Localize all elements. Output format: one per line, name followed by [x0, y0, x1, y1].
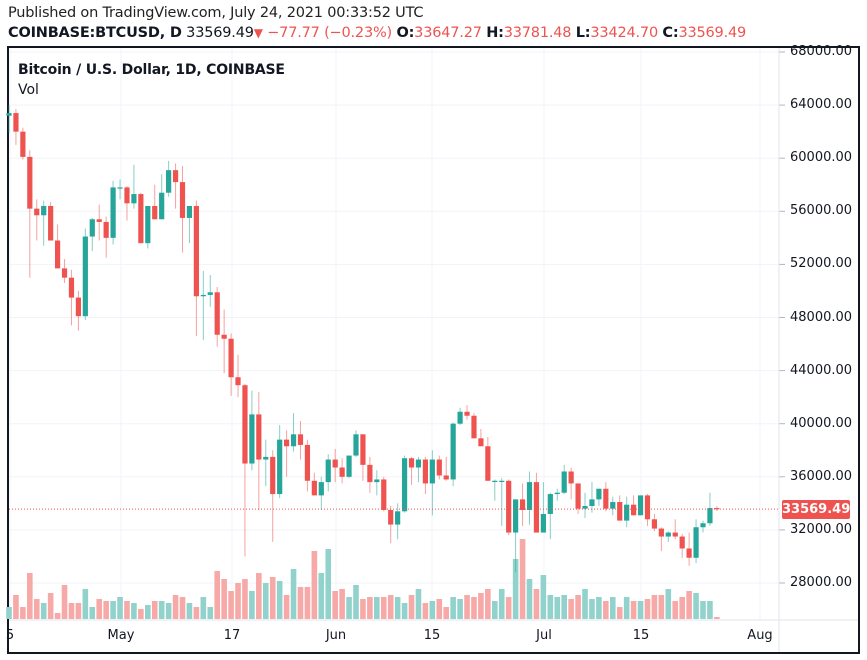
low-label: L: — [575, 25, 591, 41]
close-value: 33569.49 — [678, 25, 747, 41]
price-tick: 52000.00 — [790, 256, 853, 272]
price-tick: 68000.00 — [790, 44, 853, 59]
time-tick: May — [107, 628, 135, 643]
last-price: 33569.49 — [186, 25, 254, 41]
time-tick: 17 — [223, 628, 241, 643]
volume-bars — [6, 539, 720, 619]
price-tick: 40000.00 — [790, 415, 853, 431]
close-label: C: — [662, 25, 679, 41]
chart-frame[interactable] — [7, 46, 860, 654]
high-value: 33781.48 — [503, 25, 572, 41]
price-tick: 64000.00 — [790, 97, 853, 113]
high-label: H: — [486, 25, 504, 41]
published-line: Published on TradingView.com, July 24, 2… — [8, 5, 424, 21]
time-tick: Aug — [747, 628, 773, 643]
time-tick: Jun — [325, 628, 347, 643]
time-tick: 5 — [5, 628, 15, 643]
last-price-label: 33569.49 — [782, 499, 851, 519]
time-tick: Jul — [536, 628, 552, 643]
price-tick: 60000.00 — [790, 150, 853, 166]
candles — [6, 105, 720, 573]
price-tick: 48000.00 — [790, 309, 853, 325]
legend-vol: Vol — [18, 82, 39, 98]
open-value: 33647.27 — [414, 25, 482, 41]
price-tick: 32000.00 — [790, 521, 853, 537]
symbol-name: COINBASE:BTCUSD, D — [8, 25, 182, 41]
symbol-line: COINBASE:BTCUSD, D 33569.49▼ −77.77 (−0.… — [8, 25, 746, 41]
open-label: O: — [396, 25, 415, 41]
legend-title: Bitcoin / U.S. Dollar, 1D, COINBASE — [18, 62, 285, 78]
price-tick: 56000.00 — [790, 203, 853, 219]
down-triangle-icon: ▼ — [253, 26, 263, 40]
time-tick: 15 — [423, 628, 441, 643]
time-tick: 15 — [632, 628, 650, 643]
price-tick: 36000.00 — [790, 468, 853, 484]
price-tick: 44000.00 — [790, 362, 853, 378]
grid-lines — [9, 48, 785, 620]
price-tick: 28000.00 — [790, 575, 853, 590]
price-change: −77.77 (−0.23%) — [267, 25, 393, 41]
low-value: 33424.70 — [590, 25, 658, 41]
